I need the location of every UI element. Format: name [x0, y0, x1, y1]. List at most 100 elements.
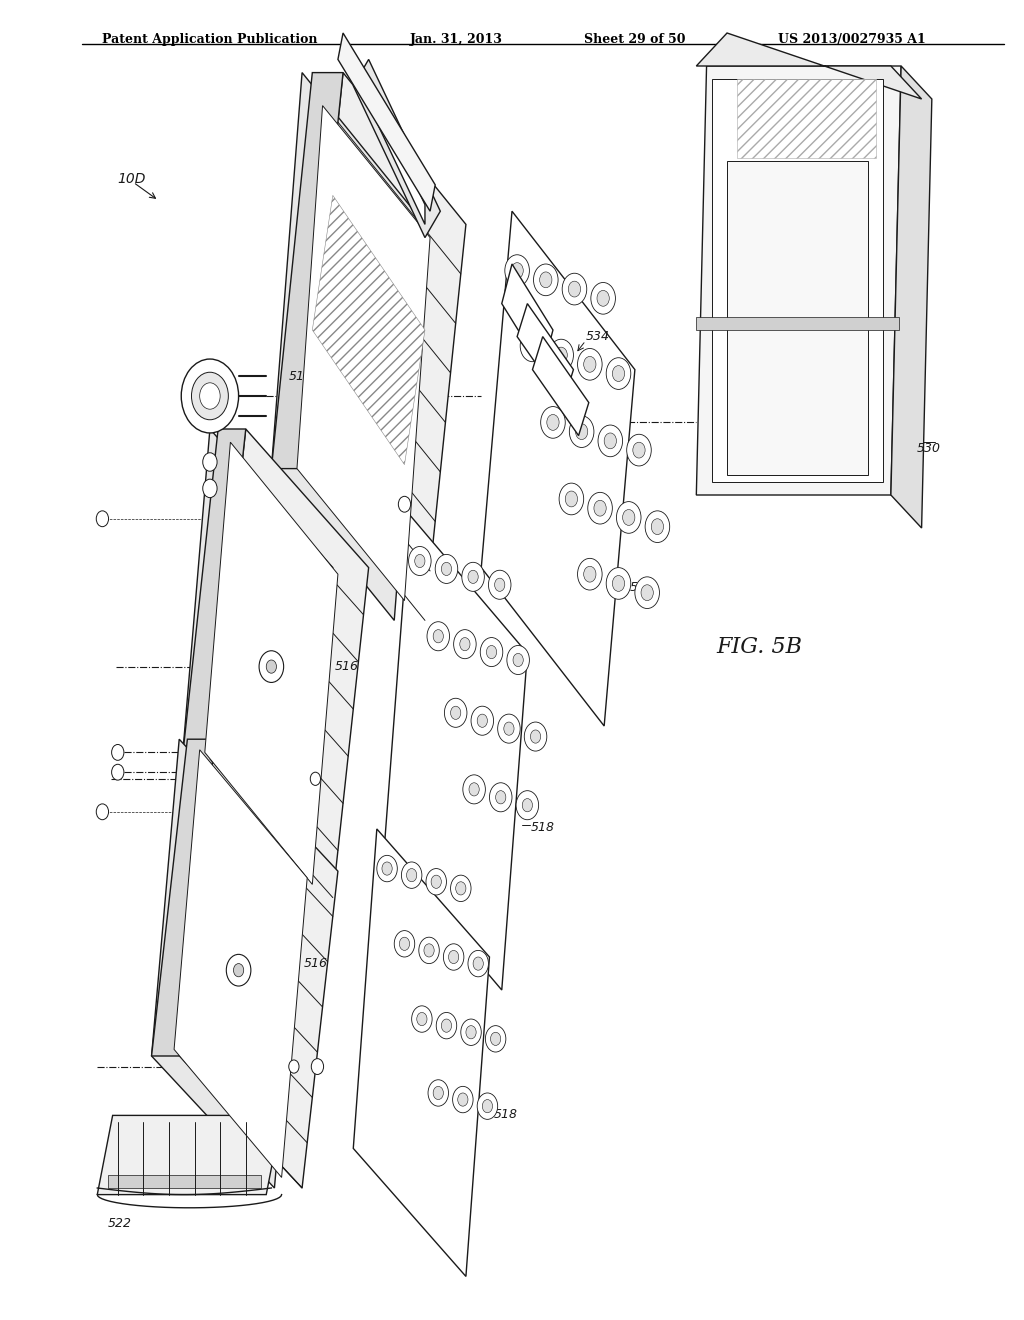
- Circle shape: [377, 855, 397, 882]
- Text: 515: 515: [254, 508, 278, 521]
- Circle shape: [495, 578, 505, 591]
- Circle shape: [486, 645, 497, 659]
- Circle shape: [462, 562, 484, 591]
- Circle shape: [426, 869, 446, 895]
- Circle shape: [511, 263, 523, 279]
- Circle shape: [562, 273, 587, 305]
- Circle shape: [443, 944, 464, 970]
- Circle shape: [485, 1026, 506, 1052]
- Circle shape: [431, 875, 441, 888]
- Circle shape: [584, 356, 596, 372]
- Circle shape: [427, 622, 450, 651]
- Circle shape: [417, 1012, 427, 1026]
- Text: 512: 512: [289, 370, 312, 383]
- Polygon shape: [737, 79, 876, 158]
- Polygon shape: [532, 337, 589, 436]
- Circle shape: [441, 562, 452, 576]
- Circle shape: [401, 862, 422, 888]
- Circle shape: [409, 546, 431, 576]
- Circle shape: [575, 424, 588, 440]
- Text: 10D: 10D: [118, 172, 146, 186]
- Circle shape: [394, 931, 415, 957]
- Circle shape: [594, 500, 606, 516]
- Circle shape: [191, 372, 228, 420]
- Circle shape: [588, 492, 612, 524]
- Circle shape: [473, 957, 483, 970]
- Circle shape: [477, 714, 487, 727]
- Circle shape: [310, 772, 321, 785]
- Circle shape: [522, 799, 532, 812]
- Polygon shape: [302, 73, 466, 620]
- Circle shape: [441, 1019, 452, 1032]
- Circle shape: [496, 791, 506, 804]
- Polygon shape: [179, 739, 338, 1188]
- Circle shape: [526, 338, 539, 354]
- Circle shape: [433, 1086, 443, 1100]
- Circle shape: [412, 1006, 432, 1032]
- Circle shape: [451, 706, 461, 719]
- Polygon shape: [384, 515, 527, 990]
- Circle shape: [568, 281, 581, 297]
- Polygon shape: [108, 1175, 261, 1188]
- Circle shape: [555, 347, 567, 363]
- Circle shape: [513, 653, 523, 667]
- Polygon shape: [353, 59, 440, 238]
- Circle shape: [498, 714, 520, 743]
- Circle shape: [541, 407, 565, 438]
- Circle shape: [461, 1019, 481, 1045]
- Polygon shape: [338, 33, 435, 211]
- Circle shape: [453, 1086, 473, 1113]
- Circle shape: [458, 1093, 468, 1106]
- Polygon shape: [174, 750, 307, 1177]
- Circle shape: [516, 791, 539, 820]
- Polygon shape: [696, 33, 922, 99]
- Circle shape: [203, 479, 217, 498]
- Text: 518: 518: [530, 821, 554, 834]
- Text: 532: 532: [330, 257, 353, 271]
- Circle shape: [112, 744, 124, 760]
- Polygon shape: [271, 73, 343, 469]
- Polygon shape: [182, 429, 246, 759]
- Circle shape: [454, 630, 476, 659]
- Circle shape: [606, 358, 631, 389]
- Polygon shape: [152, 739, 215, 1056]
- Text: 516: 516: [335, 660, 358, 673]
- Circle shape: [399, 937, 410, 950]
- Circle shape: [623, 510, 635, 525]
- Circle shape: [540, 272, 552, 288]
- Circle shape: [424, 944, 434, 957]
- Circle shape: [565, 491, 578, 507]
- Text: 522: 522: [108, 1217, 131, 1230]
- Circle shape: [606, 568, 631, 599]
- Polygon shape: [891, 66, 932, 528]
- Circle shape: [181, 359, 239, 433]
- Polygon shape: [727, 161, 868, 475]
- Text: US 2013/0027935 A1: US 2013/0027935 A1: [778, 33, 926, 46]
- Circle shape: [468, 950, 488, 977]
- Circle shape: [259, 651, 284, 682]
- Circle shape: [612, 576, 625, 591]
- Circle shape: [415, 554, 425, 568]
- Circle shape: [604, 433, 616, 449]
- Polygon shape: [152, 739, 302, 1188]
- Circle shape: [419, 937, 439, 964]
- Polygon shape: [696, 66, 901, 495]
- Polygon shape: [353, 53, 425, 224]
- Circle shape: [96, 511, 109, 527]
- Circle shape: [591, 282, 615, 314]
- Circle shape: [266, 660, 276, 673]
- Polygon shape: [97, 1115, 282, 1195]
- Circle shape: [311, 1059, 324, 1074]
- Text: 516: 516: [304, 957, 328, 970]
- Circle shape: [598, 425, 623, 457]
- Text: 534: 534: [586, 330, 609, 343]
- Circle shape: [633, 442, 645, 458]
- Circle shape: [477, 1093, 498, 1119]
- Polygon shape: [182, 429, 333, 898]
- Circle shape: [289, 1060, 299, 1073]
- Circle shape: [407, 869, 417, 882]
- Circle shape: [468, 570, 478, 583]
- Circle shape: [203, 453, 217, 471]
- Circle shape: [471, 706, 494, 735]
- Circle shape: [507, 645, 529, 675]
